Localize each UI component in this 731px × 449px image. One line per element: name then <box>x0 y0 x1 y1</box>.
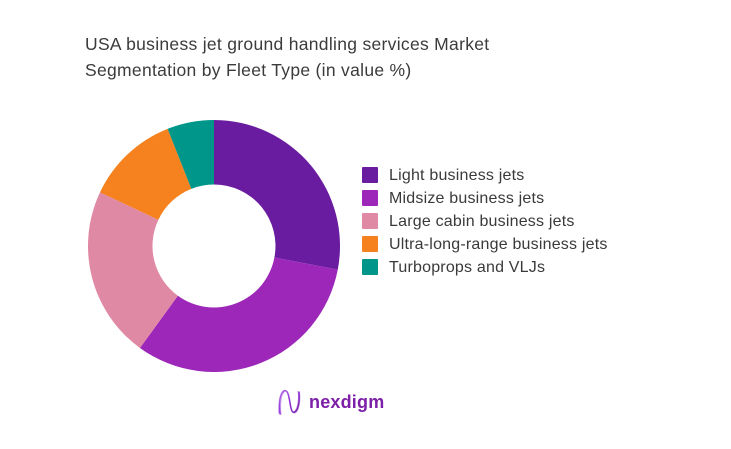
nexdigm-logo-icon <box>278 389 301 416</box>
legend-swatch <box>362 259 378 275</box>
nexdigm-logo-text: nexdigm <box>309 392 385 412</box>
donut-chart <box>87 120 341 373</box>
chart-title: USA business jet ground handling service… <box>85 31 605 83</box>
chart-title-line-2: Segmentation by Fleet Type (in value %) <box>85 60 412 80</box>
legend-item: Light business jets <box>362 164 662 187</box>
legend-item: Midsize business jets <box>362 187 662 210</box>
chart-legend: Light business jets Midsize business jets… <box>362 164 662 279</box>
brand-logo: nexdigm <box>276 387 384 417</box>
legend-item: Large cabin business jets <box>362 210 662 233</box>
chart-title-line-1: USA business jet ground handling service… <box>85 34 490 54</box>
legend-swatch <box>362 167 378 183</box>
legend-item: Ultra-long-range business jets <box>362 233 662 256</box>
donut-segment <box>139 257 338 373</box>
legend-swatch <box>362 190 378 206</box>
donut-segment <box>167 120 214 189</box>
donut-chart-svg <box>87 120 341 373</box>
legend-swatch <box>362 236 378 252</box>
donut-segment <box>87 192 178 348</box>
donut-segment <box>99 128 192 220</box>
legend-label: Light business jets <box>389 167 525 184</box>
legend-label: Large cabin business jets <box>389 213 575 230</box>
legend-item: Turboprops and VLJs <box>362 256 662 279</box>
donut-segment <box>214 120 341 270</box>
legend-label: Ultra-long-range business jets <box>389 236 608 253</box>
legend-swatch <box>362 213 378 229</box>
legend-label: Midsize business jets <box>389 190 545 207</box>
legend-label: Turboprops and VLJs <box>389 259 546 276</box>
